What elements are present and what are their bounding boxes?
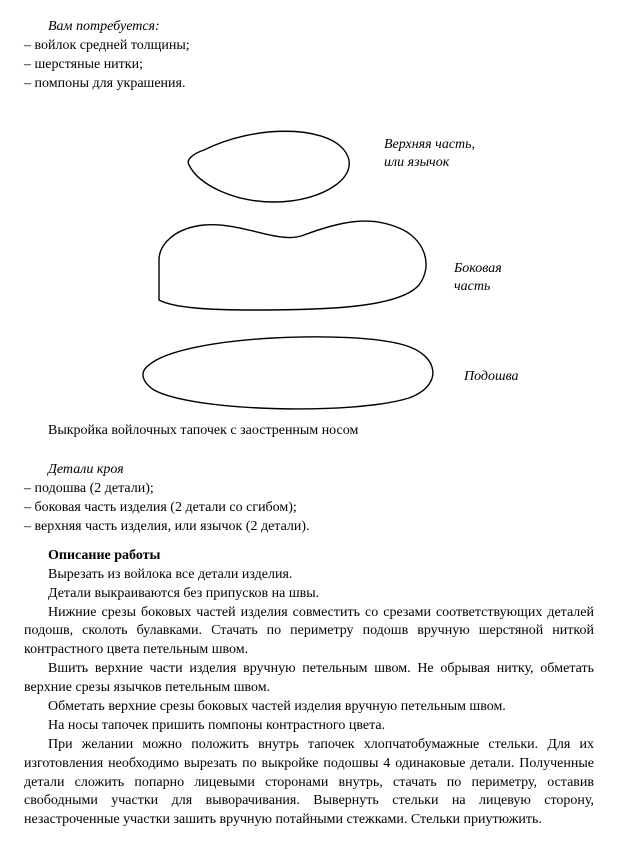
materials-item: – помпоны для украшения. <box>24 75 594 94</box>
diagram-caption: Выкройка войлочных тапочек с заостренным… <box>24 422 594 441</box>
cut-item: – подошва (2 детали); <box>24 480 594 499</box>
work-paragraph: Детали выкраиваются без припусков на швы… <box>24 585 594 604</box>
sole-label: Подошва <box>463 369 519 384</box>
upper-label-line2: или язычок <box>384 155 450 170</box>
work-block: Описание работы Вырезать из войлока все … <box>24 547 594 830</box>
work-paragraph: Нижние срезы боковых частей изделия совм… <box>24 604 594 661</box>
materials-block: Вам потребуется: – войлок средней толщин… <box>24 18 594 94</box>
side-label-line1: Боковая <box>453 261 502 276</box>
materials-item: – шерстяные нитки; <box>24 56 594 75</box>
work-paragraph: При желании можно положить внутрь тапоче… <box>24 736 594 830</box>
side-label-line2: часть <box>454 279 490 294</box>
work-paragraph: На носы тапочек пришить помпоны контраст… <box>24 717 594 736</box>
sole-shape <box>143 336 433 408</box>
cut-block: Детали кроя – подошва (2 детали); – боко… <box>24 461 594 537</box>
work-heading: Описание работы <box>24 547 594 566</box>
page: Вам потребуется: – войлок средней толщин… <box>0 0 618 854</box>
upper-label-line1: Верхняя часть, <box>384 137 475 152</box>
work-paragraph: Обметать верхние срезы боковых частей из… <box>24 698 594 717</box>
cut-item: – верхняя часть изделия, или язычок (2 д… <box>24 518 594 537</box>
cut-item: – боковая часть изделия (2 детали со сги… <box>24 499 594 518</box>
work-paragraph: Вшить верхние части изделия вручную пете… <box>24 660 594 698</box>
side-part-shape <box>159 221 426 310</box>
materials-item: – войлок средней толщины; <box>24 37 594 56</box>
materials-heading: Вам потребуется: <box>24 18 594 37</box>
pattern-diagram: Верхняя часть, или язычок Боковая часть … <box>24 110 594 417</box>
upper-part-shape <box>188 131 349 202</box>
cut-heading: Детали кроя <box>24 461 594 480</box>
work-paragraph: Вырезать из войлока все детали изделия. <box>24 566 594 585</box>
